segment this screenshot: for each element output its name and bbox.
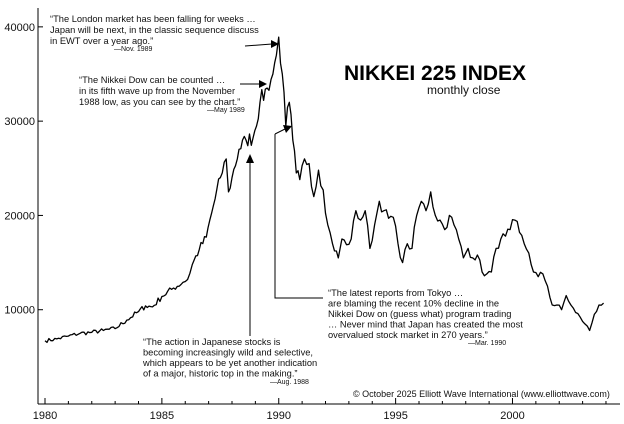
annotation-london: “The London market has been falling for …: [50, 14, 279, 53]
y-tick-label: 40000: [4, 22, 35, 34]
svg-text:“The latest reports from Tokyo: “The latest reports from Tokyo … are blam…: [328, 288, 523, 340]
y-ticks: 10000 20000 30000 40000: [4, 22, 43, 317]
annotation-london-arrowhead: [271, 40, 279, 48]
annotation-tokyo-arrowhead: [283, 125, 292, 133]
svg-text:“The Nikkei Dow can be counted: “The Nikkei Dow can be counted … in its f…: [79, 75, 240, 107]
annotation-nikkei-dow-line-1: “The Nikkei Dow can be counted …: [79, 75, 225, 85]
annotation-london-attribution: —Nov. 1989: [114, 46, 152, 53]
svg-text:“The London market has been fa: “The London market has been falling for …: [50, 14, 259, 46]
annotation-tokyo-line-2: are blaming the recent 10% decline in th…: [328, 299, 499, 309]
annotation-london-line-3: in EWT over a year ago.”: [50, 36, 153, 46]
annotation-london-arrow: [244, 43, 273, 47]
svg-text:“The action in Japanese stocks: “The action in Japanese stocks is becomin…: [142, 337, 317, 379]
annotation-tokyo-arrow-tail: [274, 128, 286, 135]
nikkei-price-line: [44, 36, 605, 344]
annotation-london-line-2: Japan will be next, in the classic seque…: [50, 25, 259, 35]
chart-subtitle: monthly close: [427, 83, 501, 97]
annotation-tokyo: “The latest reports from Tokyo … are blam…: [274, 125, 523, 347]
annotation-tokyo-line-4: … Never mind that Japan has created the …: [328, 320, 523, 330]
copyright-text: © October 2025 Elliott Wave Internationa…: [353, 389, 610, 399]
annotation-nikkei-dow: “The Nikkei Dow can be counted … in its f…: [79, 75, 267, 114]
x-tick-label: 2000: [500, 410, 524, 422]
x-tick-label: 1995: [383, 410, 407, 422]
chart-title: NIKKEI 225 INDEX: [344, 62, 526, 85]
x-tick-label: 1985: [150, 410, 174, 422]
annotation-london-line-1: “The London market has been falling for …: [50, 14, 256, 24]
y-tick-label: 30000: [4, 116, 35, 128]
annotation-tokyo-line-1: “The latest reports from Tokyo …: [328, 288, 463, 298]
annotation-japanese-stocks: “The action in Japanese stocks is becomin…: [142, 154, 317, 386]
annotation-tokyo-line-3: Nikkei Dow on (guess what) program tradi…: [328, 309, 511, 319]
x-ticks: 1980 1985 1990 1995 2000: [33, 398, 607, 422]
annotation-japanese-stocks-attribution: —Aug. 1988: [270, 379, 309, 386]
annotation-tokyo-attribution: —Mar. 1990: [468, 340, 506, 347]
y-tick-label: 20000: [4, 210, 35, 222]
annotation-tokyo-arrow: [274, 134, 323, 299]
annotation-japanese-stocks-line-3: which appears to be yet another indicati…: [142, 358, 317, 368]
annotation-japanese-stocks-line-2: becoming increasingly wild and selective…: [143, 348, 313, 358]
annotation-japanese-stocks-arrowhead: [246, 154, 254, 163]
x-tick-label: 1990: [267, 410, 291, 422]
annotation-japanese-stocks-line-1: “The action in Japanese stocks is: [143, 337, 281, 347]
annotation-nikkei-dow-line-3: 1988 low, as you can see by the chart.”: [79, 97, 240, 107]
annotation-nikkei-dow-arrowhead: [259, 80, 267, 88]
y-tick-label: 10000: [4, 305, 35, 317]
annotation-japanese-stocks-line-4: of a major, historic top in the making.”: [143, 369, 298, 379]
x-tick-label: 1980: [33, 410, 57, 422]
annotation-nikkei-dow-attribution: —May 1989: [207, 107, 245, 114]
annotation-tokyo-line-5: overvalued stock market in 270 years.”: [328, 330, 488, 340]
annotation-nikkei-dow-line-2: in its fifth wave up from the November: [79, 86, 235, 96]
